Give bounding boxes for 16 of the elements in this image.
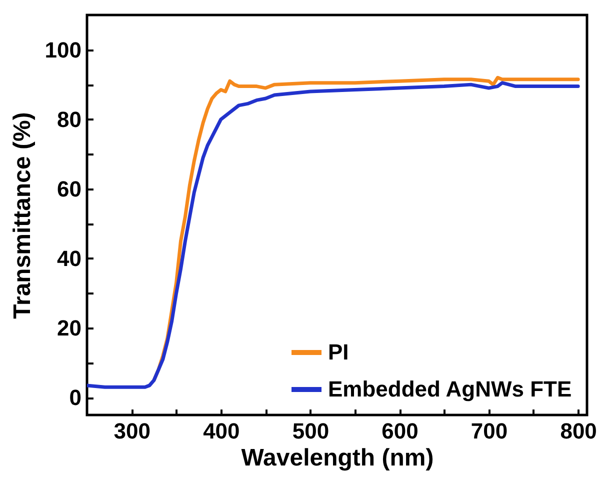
y-axis-title: Transmittance (%) <box>8 112 36 319</box>
y-tick-label: 40 <box>57 246 82 271</box>
legend-label: Embedded AgNWs FTE <box>328 376 572 402</box>
x-tick-label: 500 <box>292 418 330 444</box>
y-tick-label: 100 <box>44 37 82 62</box>
y-tick-label: 20 <box>57 316 82 341</box>
y-tick-label: 0 <box>69 385 82 410</box>
x-tick-label: 400 <box>203 418 240 444</box>
x-tick-label: 700 <box>470 418 508 444</box>
y-tick-label: 80 <box>57 106 82 132</box>
legend-label: PI <box>328 340 349 364</box>
x-tick-label: 800 <box>560 418 597 444</box>
x-tick-label: 300 <box>114 418 150 444</box>
x-tick-label: 600 <box>382 418 418 444</box>
x-axis-title: Wavelength (nm) <box>241 444 434 472</box>
y-tick-label: 60 <box>57 176 82 202</box>
